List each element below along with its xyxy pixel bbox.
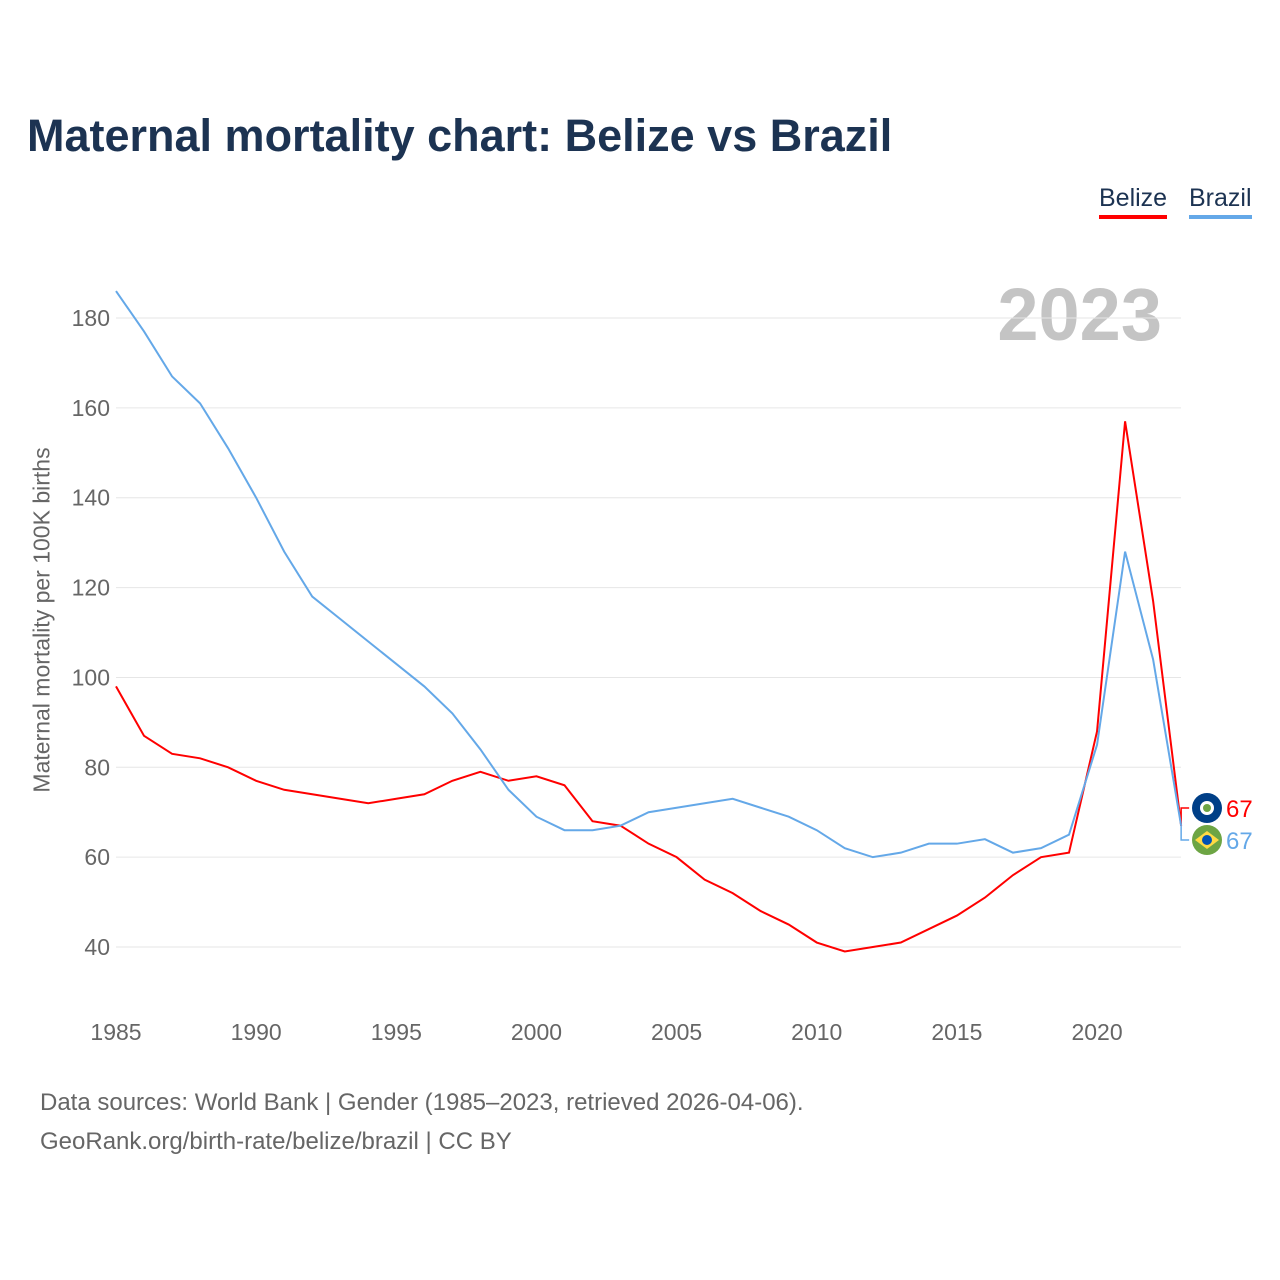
flag-emblem xyxy=(1203,804,1211,812)
x-tick-label: 2005 xyxy=(651,1019,702,1045)
y-tick-label: 140 xyxy=(72,485,110,511)
x-tick-label: 1995 xyxy=(371,1019,422,1045)
series-line-brazil xyxy=(115,290,1183,859)
x-tick-label: 1990 xyxy=(231,1019,282,1045)
source-link[interactable]: GeoRank.org/birth-rate/belize/brazil | C… xyxy=(40,1128,512,1155)
chart-title: Maternal mortality chart: Belize vs Braz… xyxy=(27,110,893,161)
y-tick-label: 160 xyxy=(72,395,110,421)
x-tick-label: 2010 xyxy=(791,1019,842,1045)
y-tick-label: 180 xyxy=(72,305,110,331)
connector xyxy=(1180,807,1190,826)
legend-belize[interactable]: Belize xyxy=(1099,184,1168,219)
x-tick-label: 2020 xyxy=(1071,1019,1122,1045)
y-tick-label: 60 xyxy=(84,844,110,870)
source-text: Data sources: World Bank | Gender (1985–… xyxy=(40,1089,804,1116)
legend-brazil[interactable]: Brazil xyxy=(1189,184,1252,219)
flag-globe xyxy=(1202,835,1212,845)
series-line-belize xyxy=(115,421,1183,953)
connector xyxy=(1180,825,1190,841)
y-tick-label: 120 xyxy=(72,575,110,601)
x-tick-label: 2000 xyxy=(511,1019,562,1045)
year-label: 2023 xyxy=(997,273,1162,356)
end-value-label: 67 xyxy=(1226,828,1253,855)
y-tick-label: 100 xyxy=(72,664,110,690)
x-tick-label: 2015 xyxy=(931,1019,982,1045)
y-tick-label: 40 xyxy=(84,934,110,960)
y-tick-label: 80 xyxy=(84,754,110,780)
end-value-label: 67 xyxy=(1226,796,1253,823)
x-tick-label: 1985 xyxy=(90,1019,141,1045)
